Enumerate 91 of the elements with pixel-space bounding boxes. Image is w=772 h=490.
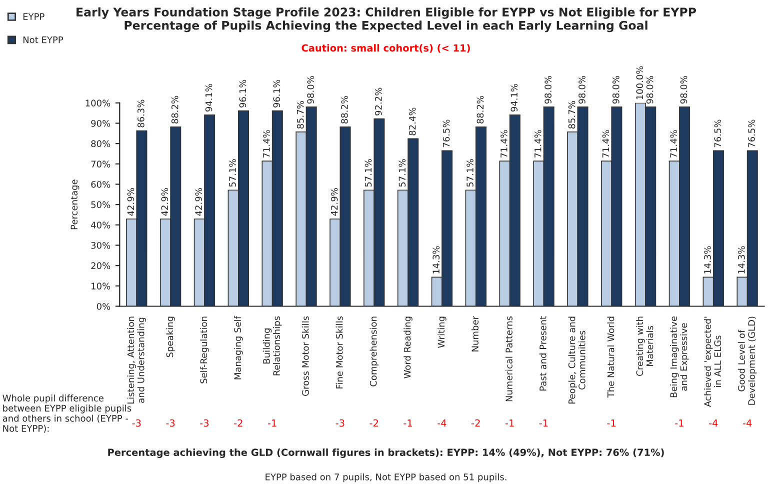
data-label: -1 (505, 419, 514, 427)
data-label: -2 (370, 419, 378, 427)
data-label: -1 (268, 419, 276, 427)
x-tick-label: Creating with Materials (636, 316, 654, 376)
data-label: 57.1% (364, 159, 372, 187)
x-tick-label: Achieved 'expected' in ALL ELGs (704, 316, 722, 407)
y-tick-label: 30% (91, 242, 110, 249)
data-label: 76.5% (714, 120, 722, 148)
y-tick-label: 70% (91, 160, 110, 168)
legend-label: Not EYPP (23, 36, 64, 44)
data-label: 98.0% (544, 76, 552, 104)
data-label: 57.1% (466, 159, 474, 187)
data-label: 85.7% (296, 101, 304, 129)
data-label: -3 (166, 419, 175, 427)
data-label: 42.9% (127, 188, 134, 216)
y-tick-label: 80% (91, 140, 110, 148)
data-label: 71.4% (263, 130, 270, 158)
x-tick-label: Building Relationships (262, 316, 282, 376)
data-label: -2 (234, 419, 242, 427)
y-tick-label: 90% (91, 120, 110, 127)
data-label: 85.7% (568, 101, 576, 129)
y-axis-title: Percentage (70, 180, 80, 230)
x-tick-label: Speaking (166, 316, 175, 358)
data-label: 88.2% (171, 96, 178, 124)
data-label: -1 (607, 419, 616, 427)
x-tick-label: Fine Motor Skills (336, 316, 343, 388)
data-label: 94.1% (205, 84, 212, 112)
y-tick-label: 20% (91, 262, 110, 270)
data-label: 71.4% (670, 130, 677, 158)
data-label: -4 (742, 419, 752, 427)
data-label: 82.4% (408, 108, 416, 136)
text: Percentage achieving the GLD (Cornwall figures in brackets): EYPP: 14% (49%), Not EYPP: 76% (71%) (108, 448, 664, 458)
y-tick-label: 50% (91, 201, 110, 208)
data-label: 76.5% (442, 120, 450, 148)
y-tick-label: 100% (86, 100, 110, 106)
x-tick-label: Comprehension (370, 316, 378, 386)
x-tick-label: Good Level of Development (GLD) (738, 316, 757, 405)
x-tick-label: The Natural World (607, 316, 614, 398)
y-tick-label: 0% (96, 302, 110, 310)
data-label: 98.0% (612, 76, 620, 104)
data-label: -1 (539, 419, 548, 427)
data-label: 88.2% (341, 96, 348, 124)
data-label: 96.1% (273, 80, 280, 108)
data-label: 100.0% (636, 66, 644, 100)
data-label: 88.2% (476, 96, 484, 124)
x-tick-label: Self-Regulation (200, 316, 209, 384)
x-tick-label: People, Culture and Communities (568, 316, 586, 404)
legend-label: EYPP (23, 13, 44, 20)
data-label: 57.1% (229, 159, 236, 187)
x-tick-label: Being Imaginative and Expressive (670, 316, 689, 398)
x-tick-label: Numerical Patterns (505, 316, 512, 402)
x-tick-label: Word Reading (404, 316, 412, 378)
y-tick-label: 40% (91, 222, 110, 228)
x-tick-label: Managing Self (234, 316, 243, 380)
chart-title: Early Years Foundation Stage Profile 2023: Children Eligible for EYPP vs Not Eligible for EYPP Percentage of Pupils Achieving the Expected Level in each Early Learning Goal (76, 7, 696, 32)
data-label: 86.3% (138, 100, 144, 128)
text: EYPP based on 7 pupils, Not EYPP based on 51 pupils. (266, 473, 506, 482)
data-label: 71.4% (500, 130, 508, 158)
data-label: 71.4% (602, 130, 610, 158)
data-label: -3 (132, 419, 141, 427)
data-label: 14.3% (738, 246, 745, 274)
data-label: 76.5% (748, 120, 756, 148)
data-label: 42.9% (330, 188, 338, 216)
data-label: -1 (404, 419, 412, 427)
data-label: 92.2% (374, 88, 382, 116)
data-label: 14.3% (432, 246, 440, 274)
x-tick-label: Number (472, 316, 479, 352)
data-label: 14.3% (704, 246, 711, 274)
data-label: 96.1% (239, 80, 246, 108)
data-label: 94.1% (510, 84, 518, 112)
data-label: 98.0% (680, 76, 688, 104)
data-label: 42.9% (195, 188, 202, 216)
data-label: -3 (336, 419, 344, 427)
y-tick-label: 10% (92, 282, 110, 290)
data-label: 98.0% (578, 76, 586, 104)
x-tick-label: Writing (438, 316, 446, 348)
data-label: -1 (675, 419, 684, 427)
x-tick-label: Past and Present (539, 316, 546, 390)
x-tick-label: Gross Motor Skills (302, 316, 309, 396)
data-label: -2 (472, 419, 480, 427)
data-label: -4 (709, 419, 718, 427)
y-tick-label: 60% (91, 180, 110, 188)
data-label: 42.9% (161, 188, 168, 216)
data-label: 98.0% (307, 76, 314, 104)
x-tick-label: Listening, Attention and Understanding (127, 316, 146, 404)
data-label: 71.4% (534, 130, 542, 158)
data-label: -3 (200, 419, 209, 427)
data-label: 98.0% (646, 76, 654, 104)
data-label: 57.1% (398, 159, 406, 187)
chart-subtitle: Caution: small cohort(s) (< 11) (302, 44, 470, 53)
data-label: -4 (438, 419, 446, 427)
